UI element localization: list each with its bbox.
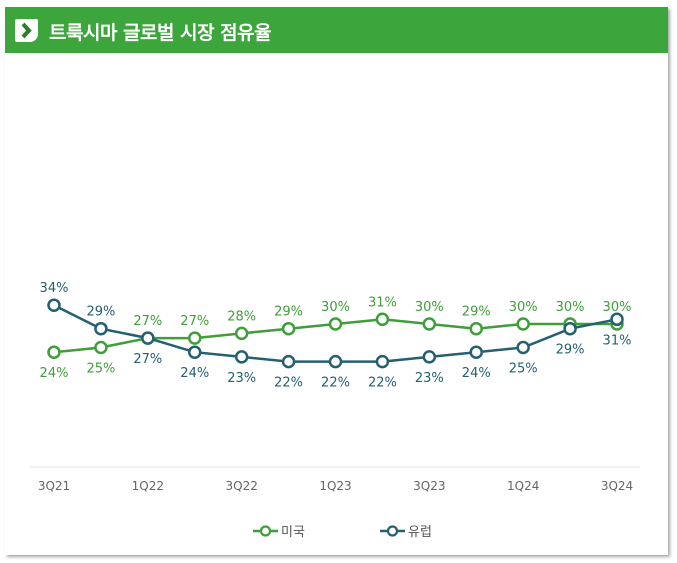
usa-data-label: 30% — [415, 300, 444, 315]
usa-data-point[interactable] — [375, 312, 390, 327]
europe-data-label: 34% — [40, 281, 69, 296]
europe-data-point[interactable] — [234, 350, 249, 364]
x-tick-label: 3Q23 — [413, 479, 445, 493]
usa-data-label: 27% — [180, 314, 209, 329]
usa-data-point[interactable] — [281, 321, 296, 336]
europe-data-label: 29% — [86, 305, 115, 320]
x-tick-label: 3Q21 — [38, 479, 70, 493]
usa-data-label: 25% — [86, 362, 115, 377]
europe-data-point[interactable] — [422, 350, 437, 364]
usa-data-label: 30% — [509, 300, 538, 315]
europe-data-point[interactable] — [281, 354, 296, 369]
usa-data-label: 24% — [40, 366, 69, 381]
legend-usa-marker — [259, 525, 272, 537]
usa-data-label: 28% — [227, 309, 256, 324]
usa-data-point[interactable] — [516, 317, 530, 331]
chart-header: 트룩시마 글로벌 시장 점유율 — [5, 7, 668, 53]
usa-data-point[interactable] — [234, 326, 249, 341]
europe-data-label: 27% — [133, 352, 162, 367]
series-europe — [47, 298, 624, 369]
europe-data-label: 23% — [227, 371, 256, 386]
x-tick-label: 1Q22 — [132, 479, 164, 493]
europe-data-point[interactable] — [610, 312, 624, 327]
usa-data-point[interactable] — [422, 317, 437, 331]
x-tick-label: 1Q24 — [507, 479, 539, 493]
usa-data-label: 30% — [556, 300, 585, 315]
europe-data-point[interactable] — [188, 345, 202, 359]
legend: 미국 유럽 — [253, 525, 432, 540]
x-tick-label: 1Q23 — [319, 479, 351, 493]
usa-data-label: 31% — [368, 295, 397, 310]
europe-data-point[interactable] — [94, 321, 108, 336]
chart-title: 트룩시마 글로벌 시장 점유율 — [49, 22, 272, 44]
europe-data-label: 23% — [415, 371, 444, 386]
europe-data-label: 22% — [274, 376, 303, 391]
europe-data-label: 31% — [603, 333, 632, 348]
europe-data-point[interactable] — [563, 321, 577, 336]
x-tick-label: 3Q22 — [225, 479, 257, 493]
legend-item-usa[interactable]: 미국 — [253, 525, 305, 540]
europe-data-label: 25% — [509, 362, 538, 377]
europe-data-point[interactable] — [375, 354, 390, 369]
chart-card: 트룩시마 글로벌 시장 점유율 — [5, 7, 668, 555]
europe-data-point[interactable] — [469, 345, 483, 359]
europe-data-point[interactable] — [328, 354, 343, 369]
usa-data-point[interactable] — [47, 345, 61, 359]
usa-data-label: 30% — [603, 300, 632, 315]
europe-data-label: 22% — [321, 376, 350, 391]
legend-europe-marker — [386, 525, 399, 537]
usa-data-point[interactable] — [328, 317, 343, 331]
europe-data-label: 24% — [180, 366, 209, 381]
usa-data-point[interactable] — [188, 331, 202, 345]
europe-data-label: 24% — [462, 366, 491, 381]
chevron-right-icon — [15, 19, 38, 42]
x-tick-label: 3Q24 — [601, 479, 633, 493]
europe-data-label: 29% — [556, 343, 585, 358]
legend-europe-label: 유럽 — [408, 525, 432, 540]
europe-data-point[interactable] — [47, 298, 61, 312]
legend-item-europe[interactable]: 유럽 — [380, 525, 432, 540]
usa-data-label: 29% — [274, 305, 303, 320]
europe-data-label: 22% — [368, 376, 397, 391]
usa-data-point[interactable] — [469, 321, 483, 336]
usa-data-label: 30% — [321, 300, 350, 315]
usa-data-label: 29% — [462, 305, 491, 320]
usa-data-label: 27% — [133, 314, 162, 329]
europe-data-point[interactable] — [141, 331, 155, 345]
usa-data-point[interactable] — [94, 340, 108, 355]
legend-usa-label: 미국 — [281, 525, 305, 540]
europe-data-point[interactable] — [516, 340, 530, 355]
